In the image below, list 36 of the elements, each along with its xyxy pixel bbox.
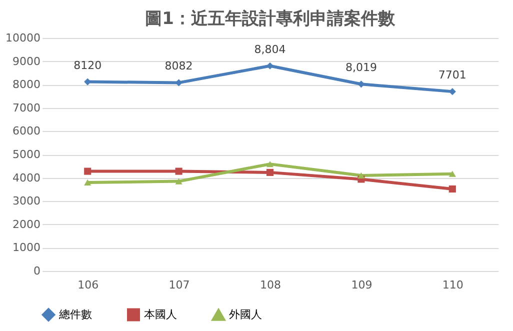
legend-label: 本國人: [144, 308, 177, 321]
x-tick-label: 110: [442, 278, 464, 292]
x-tick-label: 107: [168, 278, 190, 292]
legend-label: 總件數: [58, 308, 92, 321]
y-tick-label: 0: [34, 264, 40, 278]
y-tick-label: 8000: [12, 78, 40, 92]
y-tick-label: 3000: [12, 194, 40, 208]
point: [175, 178, 182, 184]
data-label: 8,019: [345, 61, 377, 74]
data-label: 8,804: [254, 42, 286, 56]
point: [448, 170, 456, 177]
y-tick-label: 2000: [12, 218, 40, 231]
point: [84, 179, 92, 186]
y-tick-label: 4000: [12, 171, 40, 184]
point: [266, 160, 274, 168]
legend-label: 外國人: [229, 308, 262, 322]
x-tick-label: 109: [351, 278, 372, 292]
data-label: 8082: [164, 60, 193, 73]
y-tick-label: 10000: [6, 32, 40, 44]
y-tick-label: 7000: [12, 101, 40, 114]
point: [175, 168, 182, 175]
point: [266, 62, 274, 70]
y-tick-label: 1000: [12, 241, 40, 254]
x-tick-label: 108: [260, 278, 281, 292]
point: [448, 185, 456, 193]
point: [358, 172, 365, 179]
point: [84, 168, 92, 175]
y-tick-label: 9000: [12, 54, 40, 68]
chart-title: 圖1：近五年設計專利申請案件數: [145, 8, 396, 29]
data-label: 7701: [438, 68, 466, 82]
y-tick-label: 5000: [12, 148, 40, 161]
x-tick-label: 106: [78, 278, 99, 292]
point: [448, 88, 456, 96]
data-label: 8120: [74, 58, 102, 72]
point: [266, 168, 274, 176]
y-tick-label: 6000: [12, 124, 40, 138]
